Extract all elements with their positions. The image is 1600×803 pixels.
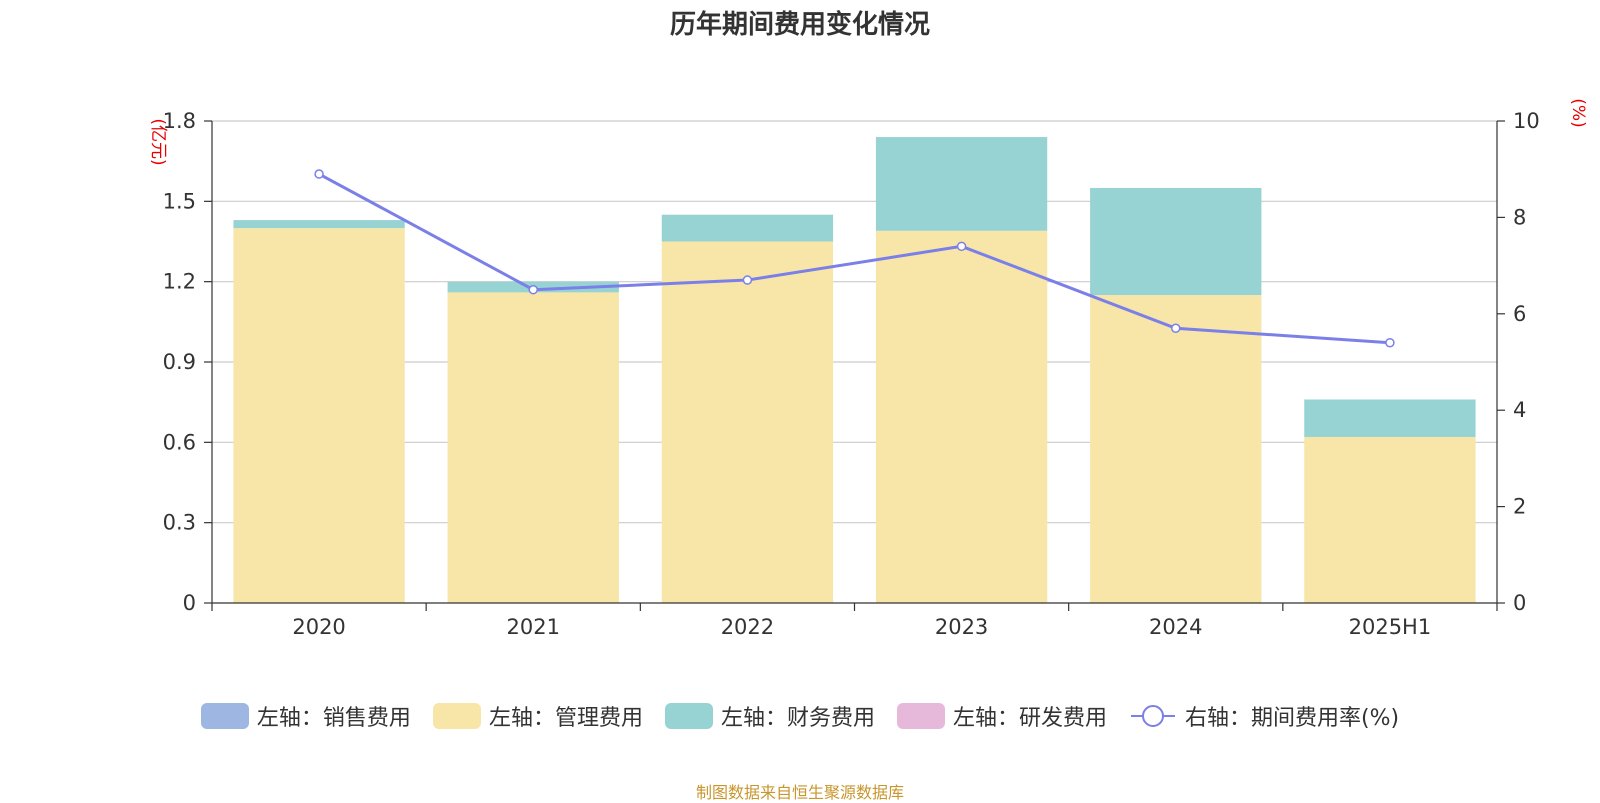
right-tick-label: 4 <box>1513 398 1526 422</box>
rate-line-path <box>318 172 1391 345</box>
bar-segment <box>1304 436 1476 603</box>
left-tick-label: 0.6 <box>163 430 196 454</box>
left-axis-unit: (亿元) <box>148 118 168 165</box>
bar-segment <box>233 228 405 603</box>
left-tick-label: 1.8 <box>163 109 196 133</box>
rate-point <box>1385 337 1395 348</box>
bar-segment <box>661 241 834 603</box>
bar-segment <box>875 137 1048 231</box>
x-tick-label: 2020 <box>292 615 345 639</box>
right-tick-label: 2 <box>1513 495 1526 519</box>
legend-swatch <box>200 703 249 729</box>
x-tick-label: 2022 <box>721 615 774 639</box>
x-tick-label: 2021 <box>507 615 560 639</box>
x-tick-label: 2023 <box>935 615 988 639</box>
rate-point <box>742 275 753 285</box>
left-tick-label: 0 <box>183 591 196 615</box>
right-tick-label: 0 <box>1513 591 1526 615</box>
bar-segment <box>1304 399 1476 437</box>
rate-point <box>314 169 324 179</box>
x-tick-label: 2025H1 <box>1349 615 1432 639</box>
legend-swatch <box>896 703 945 729</box>
bar-segment <box>1090 295 1262 603</box>
legend-label: 左轴：研发费用 <box>952 706 1107 731</box>
legend-line-marker <box>1130 705 1175 727</box>
legend-label: 左轴：销售费用 <box>256 706 411 731</box>
legend-item[interactable]: 左轴：研发费用 <box>896 700 1107 732</box>
bar-segment <box>1090 187 1262 296</box>
legend-label: 右轴：期间费用率(%) <box>1184 706 1400 731</box>
axes: 0 0.3 0.6 0.9 1.2 1.5 1.8 0 2 4 6 8 10 2020 2021 2022 20… <box>163 109 1540 639</box>
right-tick-label: 10 <box>1513 109 1540 133</box>
left-tick-label: 1.5 <box>163 189 196 213</box>
legend-label: 左轴：管理费用 <box>488 706 643 731</box>
left-tick-label: 0.9 <box>163 350 196 374</box>
rate-point <box>1171 323 1181 334</box>
legend-swatch <box>664 703 713 729</box>
legend-item[interactable]: 左轴：管理费用 <box>432 700 643 732</box>
legend-swatch <box>432 703 481 729</box>
rate-line <box>314 169 1395 348</box>
right-tick-label: 6 <box>1513 302 1526 326</box>
x-tick-label: 2024 <box>1149 615 1202 639</box>
right-tick-label: 8 <box>1513 205 1526 229</box>
bar-segment <box>233 220 405 229</box>
legend-item[interactable]: 左轴：销售费用 <box>200 700 411 732</box>
chart-title: 历年期间费用变化情况 <box>669 10 930 40</box>
left-tick-label: 1.2 <box>163 270 196 294</box>
legend-label: 左轴：财务费用 <box>720 706 875 731</box>
right-axis-unit: (%) <box>1568 98 1588 127</box>
bar-segment <box>447 292 619 603</box>
legend-item[interactable]: 左轴：财务费用 <box>664 700 875 732</box>
source-note: 制图数据来自恒生聚源数据库 <box>695 783 904 802</box>
bars <box>233 137 1476 604</box>
legend-item[interactable]: 右轴：期间费用率(%) <box>1129 700 1399 732</box>
bar-segment <box>661 214 834 242</box>
bar-segment <box>875 230 1048 604</box>
legend: 左轴：销售费用 左轴：管理费用 左轴：财务费用 左轴：研发费用 右轴：期间费用率(%) <box>0 700 1600 732</box>
rate-point <box>528 284 538 295</box>
legend-line-circle <box>1141 705 1164 727</box>
left-tick-label: 0.3 <box>163 511 196 535</box>
grid-lines <box>212 120 1497 524</box>
rate-point <box>956 241 967 252</box>
